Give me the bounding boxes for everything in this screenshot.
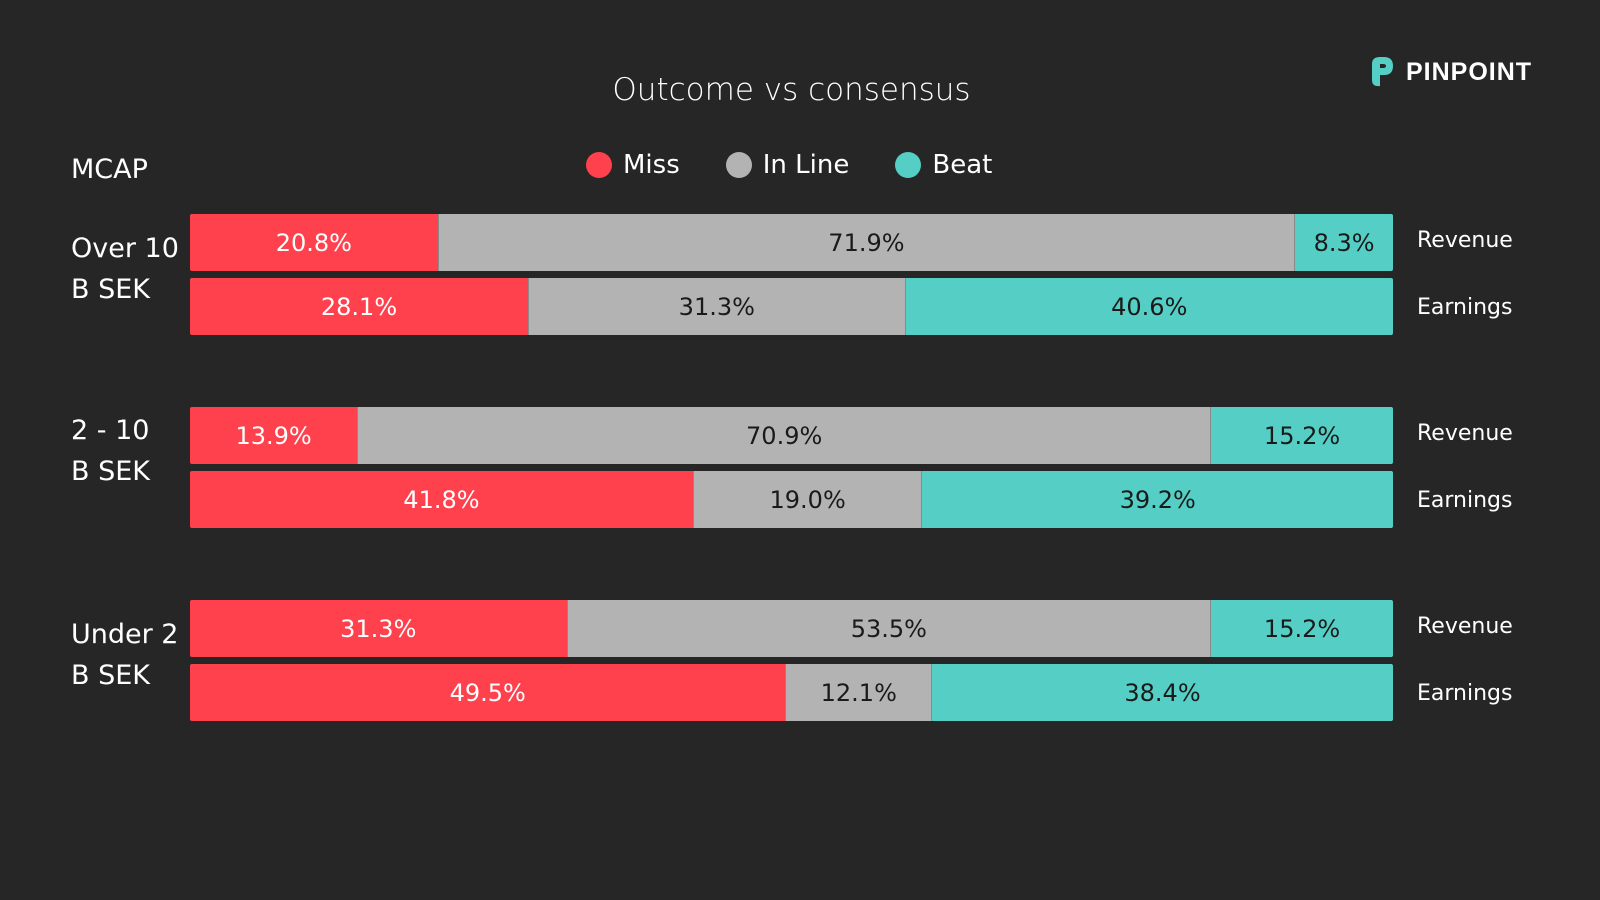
bar-segment-inline: 31.3% xyxy=(528,278,905,335)
data-label: 53.5% xyxy=(850,614,927,643)
data-label: 38.4% xyxy=(1124,678,1201,707)
bar-row-revenue: 31.3% 53.5% 15.2% xyxy=(190,600,1393,657)
bar-segment-beat: 39.2% xyxy=(921,471,1393,528)
metric-label: Earnings xyxy=(1417,295,1513,320)
bar-segment-beat: 8.3% xyxy=(1294,214,1393,271)
data-label: 15.2% xyxy=(1263,421,1341,450)
legend-item-beat: Beat xyxy=(895,150,992,180)
bar-row-revenue: 20.8% 71.9% 8.3% xyxy=(190,214,1393,271)
chart-title: Outcome vs consensus xyxy=(612,72,971,108)
bar-segment-beat: 38.4% xyxy=(931,664,1393,721)
data-label: 31.3% xyxy=(678,292,755,321)
data-label: 28.1% xyxy=(320,292,398,321)
group-label-line: B SEK xyxy=(71,274,151,305)
bar-segment-inline: 71.9% xyxy=(437,214,1295,271)
bar-segment-inline: 19.0% xyxy=(692,471,922,528)
bar-row-revenue: 13.9% 70.9% 15.2% xyxy=(190,407,1393,464)
data-label: 49.5% xyxy=(449,678,526,707)
bar-segment-miss: 31.3% xyxy=(190,600,567,657)
metric-label: Earnings xyxy=(1417,488,1513,513)
legend-label: Miss xyxy=(623,150,680,180)
bar-segment-inline: 53.5% xyxy=(566,600,1211,657)
data-label: 40.6% xyxy=(1111,292,1188,321)
data-label: 41.8% xyxy=(403,485,480,514)
group-label-line: Over 10 xyxy=(71,233,179,264)
data-label: 31.3% xyxy=(340,614,417,643)
bar-segment-inline: 12.1% xyxy=(785,664,932,721)
group-label: 2 - 10 B SEK xyxy=(71,410,150,492)
data-label: 39.2% xyxy=(1119,485,1196,514)
legend-label: In Line xyxy=(762,150,850,180)
logo-text: PINPOINT xyxy=(1406,57,1533,86)
bar-segment-miss: 41.8% xyxy=(190,471,693,528)
bar-segment-miss: 20.8% xyxy=(190,214,438,271)
group-label-line: B SEK xyxy=(71,660,151,691)
group-label-line: B SEK xyxy=(71,456,151,487)
data-label: 70.9% xyxy=(746,421,823,450)
group-label: Over 10 B SEK xyxy=(71,228,179,310)
group-label: Under 2 B SEK xyxy=(71,614,179,696)
legend-swatch-beat xyxy=(895,152,922,178)
bar-segment-miss: 28.1% xyxy=(190,278,529,335)
data-label: 8.3% xyxy=(1313,228,1375,257)
bar-row-earnings: 28.1% 31.3% 40.6% xyxy=(190,278,1393,335)
data-label: 15.2% xyxy=(1263,614,1341,643)
legend-swatch-miss xyxy=(586,152,612,178)
data-label: 19.0% xyxy=(769,485,846,514)
pinpoint-logo-icon xyxy=(1372,57,1393,87)
group-axis-label: MCAP xyxy=(71,154,148,185)
data-label: 13.9% xyxy=(235,421,312,450)
pinpoint-logo: PINPOINT xyxy=(1370,56,1532,88)
group-label-line: 2 - 10 xyxy=(71,415,150,446)
group-label-line: Under 2 xyxy=(71,619,179,650)
bar-row-earnings: 41.8% 19.0% 39.2% xyxy=(190,471,1393,528)
legend: Miss In Line Beat xyxy=(586,150,992,180)
bar-segment-beat: 40.6% xyxy=(904,278,1393,335)
legend-swatch-in-line xyxy=(725,152,752,178)
bar-segment-miss: 49.5% xyxy=(190,664,786,721)
bar-segment-beat: 15.2% xyxy=(1210,600,1393,657)
metric-label: Earnings xyxy=(1417,681,1513,706)
bar-segment-beat: 15.2% xyxy=(1210,407,1393,464)
data-label: 71.9% xyxy=(828,228,905,257)
legend-item-in-line: In Line xyxy=(725,150,850,180)
legend-item-miss: Miss xyxy=(586,150,680,180)
bar-row-earnings: 49.5% 12.1% 38.4% xyxy=(190,664,1393,721)
metric-label: Revenue xyxy=(1417,614,1513,639)
metric-label: Revenue xyxy=(1417,421,1513,446)
bar-segment-inline: 70.9% xyxy=(357,407,1211,464)
bar-segment-miss: 13.9% xyxy=(190,407,358,464)
data-label: 12.1% xyxy=(820,678,897,707)
data-label: 20.8% xyxy=(275,228,352,257)
metric-label: Revenue xyxy=(1417,228,1513,253)
legend-label: Beat xyxy=(932,150,993,180)
